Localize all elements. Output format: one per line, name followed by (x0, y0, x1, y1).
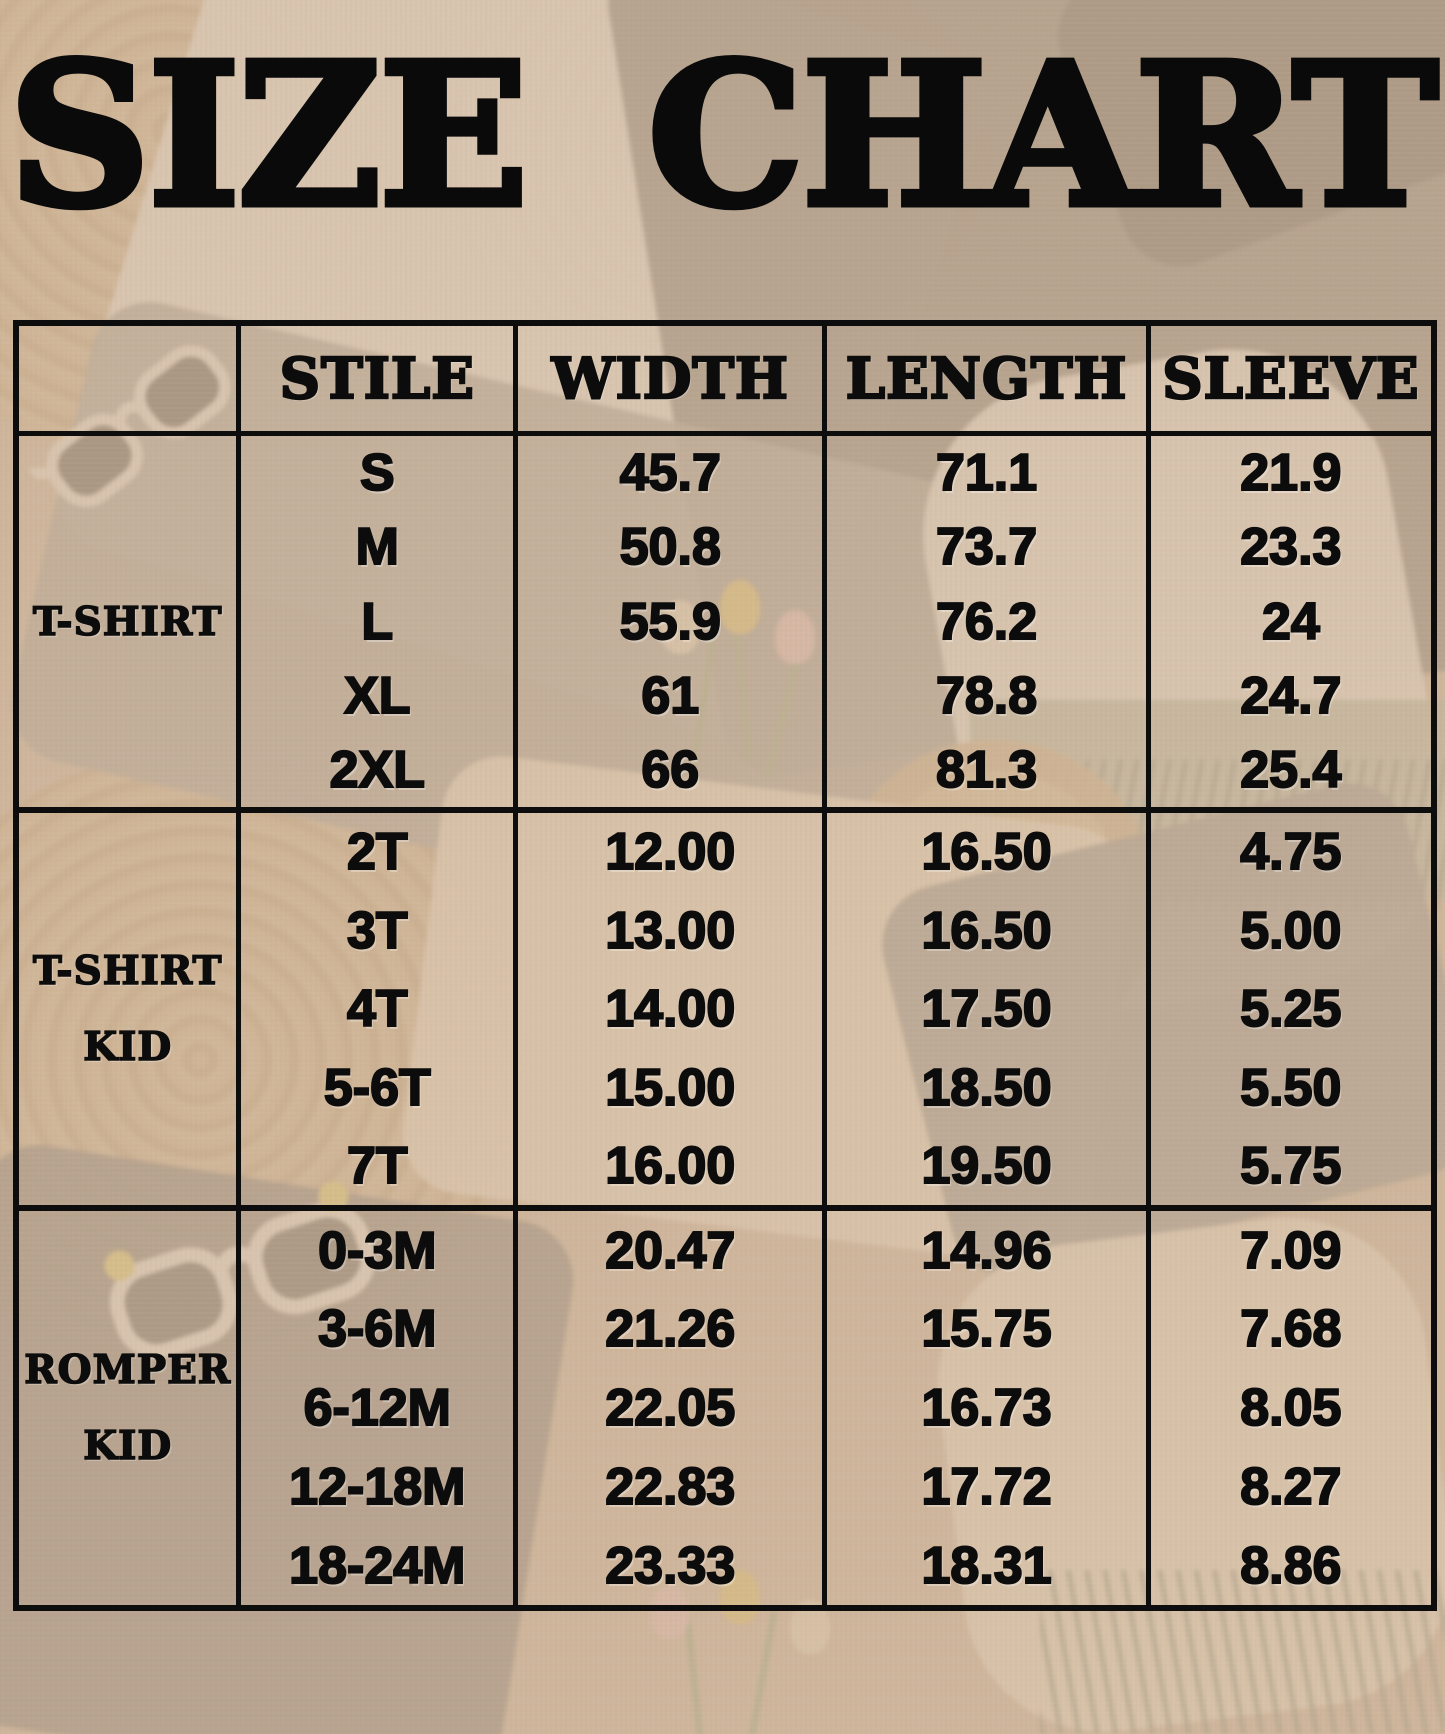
width-value: 21.26 (513, 1289, 822, 1369)
length-value: 18.31 (822, 1526, 1145, 1605)
sleeve-value: 5.25 (1145, 969, 1431, 1049)
sleeve-value: 8.05 (1145, 1368, 1431, 1448)
width-value: 45.7 (513, 436, 822, 511)
section-label: T-SHIRT KID (19, 813, 236, 1205)
header-cell-photo (19, 326, 236, 431)
style-value: S (236, 436, 513, 511)
width-value: 55.9 (513, 584, 822, 659)
style-value: 7T (236, 1126, 513, 1206)
header-cell-stile: STILE (236, 326, 513, 431)
sleeve-value: 24 (1145, 584, 1431, 659)
width-value: 14.00 (513, 969, 822, 1049)
sleeve-value: 5.75 (1145, 1126, 1431, 1206)
length-value: 73.7 (822, 510, 1145, 585)
sleeve-value: 5.00 (1145, 891, 1431, 970)
section-label: ROMPER KID (19, 1211, 236, 1605)
header-cell-width: WIDTH (513, 326, 822, 431)
section-label: T-SHIRT (19, 436, 236, 807)
width-value: 16.00 (513, 1126, 822, 1206)
style-value: 3T (236, 891, 513, 970)
page-title: SIZE CHART (5, 21, 1441, 251)
width-value: 20.47 (513, 1211, 822, 1290)
size-chart-table: STILE WIDTH LENGTH SLEEVE T-SHIRT S 45.7 71… (13, 320, 1437, 1611)
style-value: 6-12M (236, 1368, 513, 1448)
style-value: 18-24M (236, 1526, 513, 1605)
length-value: 16.50 (822, 891, 1145, 970)
width-value: 23.33 (513, 1526, 822, 1605)
style-value: L (236, 584, 513, 659)
size-section-t-shirt: T-SHIRT S 45.7 71.1 21.9 M 50.8 73.7 23.3 L 55.9 76… (19, 436, 1431, 808)
size-section-romper-kid: ROMPER KID 0-3M 20.47 14.96 7.09 3-6M 21.26 15.7… (19, 1205, 1431, 1605)
width-value: 15.00 (513, 1048, 822, 1127)
style-value: 0-3M (236, 1211, 513, 1290)
style-value: 3-6M (236, 1289, 513, 1369)
sleeve-value: 23.3 (1145, 510, 1431, 585)
section-label-line: KID (82, 1023, 173, 1071)
length-value: 19.50 (822, 1126, 1145, 1206)
length-value: 78.8 (822, 658, 1145, 733)
sleeve-value: 5.50 (1145, 1048, 1431, 1127)
width-value: 22.05 (513, 1368, 822, 1448)
width-value: 61 (513, 658, 822, 733)
length-value: 16.73 (822, 1368, 1145, 1448)
section-label-line: ROMPER (23, 1346, 232, 1394)
length-value: 16.50 (822, 813, 1145, 892)
width-value: 13.00 (513, 891, 822, 970)
sleeve-value: 4.75 (1145, 813, 1431, 892)
length-value: 17.72 (822, 1447, 1145, 1527)
sleeve-value: 25.4 (1145, 732, 1431, 808)
length-value: 76.2 (822, 584, 1145, 659)
style-value: 4T (236, 969, 513, 1049)
sleeve-value: 21.9 (1145, 436, 1431, 511)
length-value: 14.96 (822, 1211, 1145, 1290)
length-value: 81.3 (822, 732, 1145, 808)
table-header-row: STILE WIDTH LENGTH SLEEVE (19, 326, 1431, 436)
style-value: M (236, 510, 513, 585)
header-cell-length: LENGTH (822, 326, 1145, 431)
sleeve-value: 7.09 (1145, 1211, 1431, 1290)
width-value: 22.83 (513, 1447, 822, 1527)
width-value: 12.00 (513, 813, 822, 892)
style-value: 12-18M (236, 1447, 513, 1527)
length-value: 15.75 (822, 1289, 1145, 1369)
style-value: 5-6T (236, 1048, 513, 1127)
style-value: 2XL (236, 732, 513, 808)
section-label-line: KID (82, 1422, 173, 1470)
length-value: 17.50 (822, 969, 1145, 1049)
section-label-line: T-SHIRT (32, 947, 223, 995)
sleeve-value: 7.68 (1145, 1289, 1431, 1369)
length-value: 18.50 (822, 1048, 1145, 1127)
sleeve-value: 8.27 (1145, 1447, 1431, 1527)
width-value: 66 (513, 732, 822, 808)
width-value: 50.8 (513, 510, 822, 585)
length-value: 71.1 (822, 436, 1145, 511)
style-value: XL (236, 658, 513, 733)
sleeve-value: 8.86 (1145, 1526, 1431, 1605)
sleeve-value: 24.7 (1145, 658, 1431, 733)
header-cell-sleeve: SLEEVE (1145, 326, 1431, 431)
section-label-line: T-SHIRT (32, 598, 223, 646)
style-value: 2T (236, 813, 513, 892)
size-section-t-shirt-kid: T-SHIRT KID 2T 12.00 16.50 4.75 3T 13.00 16.50 5.… (19, 807, 1431, 1206)
